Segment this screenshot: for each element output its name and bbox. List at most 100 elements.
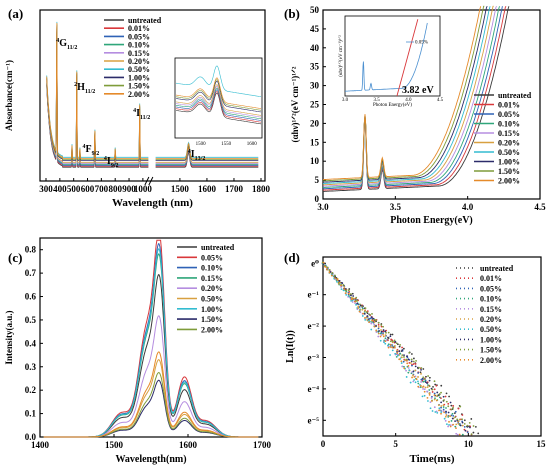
legend-label: 1.50% bbox=[498, 167, 520, 176]
data-point bbox=[343, 288, 346, 291]
data-point bbox=[322, 261, 325, 264]
data-point bbox=[402, 360, 405, 363]
data-point bbox=[433, 406, 436, 409]
data-point bbox=[400, 360, 403, 363]
series-line bbox=[46, 21, 149, 158]
legend-label: 1.50% bbox=[480, 346, 502, 355]
data-point bbox=[383, 341, 385, 344]
data-point bbox=[445, 410, 447, 413]
data-point bbox=[354, 302, 356, 305]
y-tick-label: 0 bbox=[315, 194, 320, 204]
series-line bbox=[43, 351, 259, 438]
y-tick-label: 0.3 bbox=[25, 362, 37, 372]
data-point bbox=[410, 358, 413, 361]
data-point bbox=[408, 351, 411, 354]
y-tick-label: 30 bbox=[310, 81, 320, 91]
data-point bbox=[411, 371, 413, 374]
axis-break-mark bbox=[148, 176, 154, 186]
legend-label: 0.20% bbox=[128, 57, 150, 66]
series-line bbox=[155, 144, 259, 161]
y-tick-label: 0.5 bbox=[25, 315, 37, 325]
data-point bbox=[417, 376, 419, 378]
series-line bbox=[323, 5, 494, 186]
legend-label: 2.00% bbox=[128, 90, 150, 99]
term-letter: I bbox=[107, 156, 111, 167]
data-point bbox=[435, 399, 438, 402]
x-tick-label: 1500 bbox=[105, 440, 124, 450]
data-point bbox=[437, 404, 440, 407]
x-tick-label: 3.5 bbox=[390, 202, 402, 212]
data-point bbox=[375, 325, 377, 327]
inset-series-line bbox=[175, 85, 262, 118]
data-point bbox=[417, 372, 420, 374]
data-point bbox=[398, 358, 401, 361]
legend-label: 0.05% bbox=[128, 32, 150, 41]
data-point bbox=[422, 380, 425, 383]
data-point bbox=[463, 419, 466, 422]
data-point bbox=[405, 376, 408, 378]
series-line bbox=[322, 6, 500, 188]
inset-series-line bbox=[175, 87, 262, 120]
inset-x-tick-label: 4.0 bbox=[405, 98, 412, 103]
data-point bbox=[464, 429, 467, 432]
data-point bbox=[403, 367, 406, 370]
data-point bbox=[426, 384, 429, 386]
data-point bbox=[455, 423, 458, 426]
x-tick-label: 600 bbox=[81, 184, 95, 194]
data-point bbox=[419, 384, 422, 387]
data-point bbox=[377, 321, 380, 324]
inset-series-line bbox=[175, 78, 262, 111]
term-annotation: 2H11/2 bbox=[74, 82, 95, 95]
series-line bbox=[323, 6, 503, 190]
data-point bbox=[413, 375, 416, 378]
data-point bbox=[398, 350, 401, 352]
series-line bbox=[155, 146, 259, 163]
term-subscript: 9/2 bbox=[92, 151, 100, 157]
data-point bbox=[461, 421, 464, 424]
data-point bbox=[371, 312, 373, 315]
legend-label: 1.00% bbox=[480, 335, 502, 344]
data-point bbox=[373, 325, 376, 328]
data-point bbox=[363, 312, 366, 315]
data-point bbox=[324, 265, 327, 268]
data-point bbox=[398, 345, 401, 348]
series-line bbox=[322, 5, 485, 182]
data-point bbox=[422, 388, 424, 390]
x-tick-label: 3.0 bbox=[317, 202, 329, 212]
data-point bbox=[451, 412, 454, 415]
data-point bbox=[407, 367, 410, 369]
data-point bbox=[450, 420, 453, 422]
data-point bbox=[414, 381, 417, 384]
series-line bbox=[155, 143, 259, 160]
data-point bbox=[377, 327, 380, 330]
series-line bbox=[155, 141, 259, 158]
inset-x-tick-label: 4.5 bbox=[437, 98, 444, 103]
data-point bbox=[341, 282, 344, 284]
series-line bbox=[155, 142, 259, 159]
legend-label: 1.00% bbox=[201, 305, 223, 314]
data-point bbox=[380, 325, 383, 328]
x-tick-label: 1600 bbox=[179, 440, 198, 450]
data-point bbox=[384, 337, 387, 340]
y-tick-label: 20 bbox=[310, 118, 320, 128]
data-point bbox=[466, 431, 469, 434]
x-axis-title: Wavelength(nm) bbox=[115, 454, 186, 465]
series-line bbox=[155, 150, 259, 167]
series-line bbox=[43, 248, 259, 438]
data-point bbox=[445, 392, 448, 395]
data-point bbox=[366, 315, 369, 317]
inset-series-line bbox=[175, 89, 262, 121]
data-point bbox=[396, 352, 399, 354]
data-point bbox=[401, 365, 404, 368]
data-point bbox=[411, 376, 413, 379]
data-point bbox=[343, 286, 346, 288]
data-point bbox=[338, 279, 341, 282]
legend-label: 0.01% bbox=[128, 24, 150, 33]
term-annotation: 4I13/2 bbox=[188, 149, 206, 162]
data-point bbox=[420, 372, 422, 375]
data-point bbox=[428, 376, 431, 379]
data-point bbox=[397, 354, 399, 357]
data-point bbox=[351, 301, 354, 303]
panel-label: (b) bbox=[284, 6, 300, 21]
data-point bbox=[442, 410, 445, 412]
